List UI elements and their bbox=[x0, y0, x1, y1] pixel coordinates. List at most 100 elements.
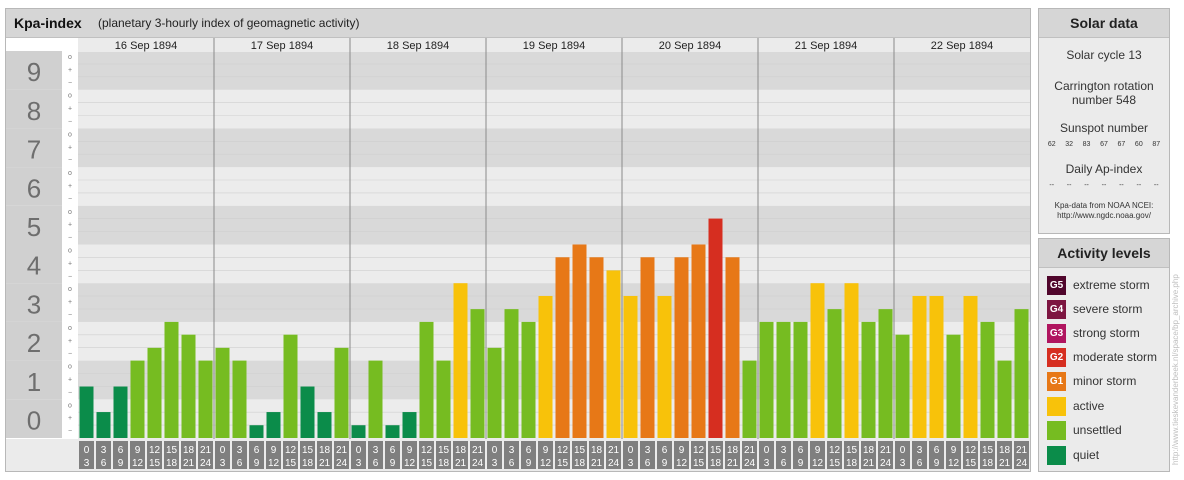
interval-box bbox=[436, 441, 451, 469]
interval-box bbox=[572, 441, 587, 469]
kp-bar bbox=[895, 334, 910, 438]
level-severe-storm: G4 severe storm bbox=[1047, 299, 1142, 319]
interval-start-label: 21 bbox=[880, 445, 892, 456]
interval-start-label: 12 bbox=[829, 445, 841, 456]
interval-start-label: 9 bbox=[679, 445, 685, 456]
data-source-note: Kpa-data from NOAA NCEI: http://www.ngdc… bbox=[1039, 201, 1169, 221]
interval-start-label: 15 bbox=[982, 445, 994, 456]
interval-start-label: 18 bbox=[727, 445, 739, 456]
y-tick-label: 6 bbox=[27, 173, 41, 203]
minor-tick-label: o bbox=[68, 93, 72, 100]
kp-bar bbox=[147, 347, 162, 438]
value-band bbox=[78, 244, 1030, 284]
interval-end-label: 12 bbox=[268, 458, 280, 469]
interval-start-label: 0 bbox=[84, 445, 90, 456]
interval-start-label: 12 bbox=[149, 445, 161, 456]
interval-box bbox=[334, 441, 349, 469]
day-label: 22 Sep 1894 bbox=[931, 40, 993, 52]
interval-end-label: 21 bbox=[319, 458, 331, 469]
interval-box bbox=[402, 441, 417, 469]
y-tick-cell bbox=[6, 399, 62, 438]
kp-bar bbox=[351, 425, 366, 438]
minor-tick-label: + bbox=[68, 260, 72, 267]
interval-end-label: 24 bbox=[1016, 458, 1028, 469]
y-tick-cell bbox=[6, 360, 62, 400]
interval-start-label: 3 bbox=[781, 445, 787, 456]
kp-bar bbox=[521, 321, 536, 438]
y-tick-label: 1 bbox=[27, 367, 41, 397]
minor-tick-label: − bbox=[68, 312, 72, 319]
minor-tick-label: o bbox=[68, 54, 72, 61]
value-band bbox=[78, 283, 1030, 322]
interval-box bbox=[793, 441, 808, 469]
kp-bar bbox=[334, 347, 349, 438]
minor-tick-label: + bbox=[68, 144, 72, 151]
interval-box bbox=[861, 441, 876, 469]
minor-tick-label: o bbox=[68, 364, 72, 371]
level-strong-storm: G3 strong storm bbox=[1047, 323, 1140, 343]
interval-box bbox=[725, 441, 740, 469]
minor-tick-label: + bbox=[68, 338, 72, 345]
chart-title: Kpa-index bbox=[14, 15, 82, 31]
interval-end-label: 3 bbox=[220, 458, 226, 469]
interval-box bbox=[623, 441, 638, 469]
activity-levels-panel: Activity levels G5 extreme storm G4 seve… bbox=[1038, 238, 1170, 472]
interval-box bbox=[538, 441, 553, 469]
interval-start-label: 3 bbox=[917, 445, 923, 456]
kp-bar bbox=[963, 295, 978, 438]
interval-end-label: 3 bbox=[900, 458, 906, 469]
kp-bar bbox=[504, 309, 519, 438]
interval-end-label: 12 bbox=[812, 458, 824, 469]
kp-bar bbox=[810, 283, 825, 438]
interval-end-label: 6 bbox=[101, 458, 107, 469]
interval-start-label: 9 bbox=[815, 445, 821, 456]
value-band bbox=[78, 89, 1030, 129]
interval-end-label: 12 bbox=[540, 458, 552, 469]
interval-box bbox=[844, 441, 859, 469]
interval-box bbox=[504, 441, 519, 469]
interval-end-label: 24 bbox=[336, 458, 348, 469]
interval-start-label: 0 bbox=[356, 445, 362, 456]
interval-box bbox=[232, 441, 247, 469]
kp-bar bbox=[385, 425, 400, 438]
interval-end-label: 15 bbox=[829, 458, 841, 469]
interval-end-label: 15 bbox=[965, 458, 977, 469]
kp-bar bbox=[215, 347, 230, 438]
interval-end-label: 18 bbox=[302, 458, 314, 469]
level-label: minor storm bbox=[1073, 374, 1137, 388]
interval-box bbox=[691, 441, 706, 469]
credit-url: http://www.tieskevanderbeek.nl/space/bp_… bbox=[1171, 274, 1180, 465]
y-tick-label: 3 bbox=[27, 289, 41, 319]
minor-tick-label: + bbox=[68, 67, 72, 74]
kp-bar bbox=[555, 257, 570, 438]
interval-end-label: 15 bbox=[693, 458, 705, 469]
interval-start-label: 21 bbox=[608, 445, 620, 456]
kp-bar bbox=[997, 360, 1012, 438]
interval-end-label: 24 bbox=[472, 458, 484, 469]
interval-start-label: 18 bbox=[591, 445, 603, 456]
carrington-rotation: Carrington rotation number 548 bbox=[1039, 79, 1169, 107]
interval-start-label: 3 bbox=[101, 445, 107, 456]
interval-box bbox=[980, 441, 995, 469]
value-band bbox=[78, 205, 1030, 245]
interval-start-label: 6 bbox=[254, 445, 260, 456]
interval-start-label: 15 bbox=[438, 445, 450, 456]
sunspot-values: 62 32 83 67 67 60 87 bbox=[1039, 141, 1169, 148]
interval-start-label: 6 bbox=[662, 445, 668, 456]
kp-bar bbox=[725, 257, 740, 438]
day-label: 19 Sep 1894 bbox=[523, 40, 585, 52]
interval-start-label: 18 bbox=[319, 445, 331, 456]
minor-tick-label: o bbox=[68, 402, 72, 409]
day-label: 17 Sep 1894 bbox=[251, 40, 313, 52]
solar-data-panel: Solar data Solar cycle 13 Carrington rot… bbox=[1038, 8, 1170, 234]
interval-box bbox=[266, 441, 281, 469]
interval-start-label: 12 bbox=[421, 445, 433, 456]
kpa-bar-chart: 0 o + − 1 o + − 2 o + − 3 o + − 4 o + − 5 o + − 6 o + − 7 o + − 8 o + − 9 o + −… bbox=[6, 38, 1030, 469]
interval-start-label: 21 bbox=[1016, 445, 1028, 456]
interval-box bbox=[878, 441, 893, 469]
minor-tick-label: + bbox=[68, 415, 72, 422]
kp-bar bbox=[827, 309, 842, 438]
kp-bar bbox=[368, 360, 383, 438]
interval-box bbox=[164, 441, 179, 469]
interval-end-label: 9 bbox=[934, 458, 940, 469]
